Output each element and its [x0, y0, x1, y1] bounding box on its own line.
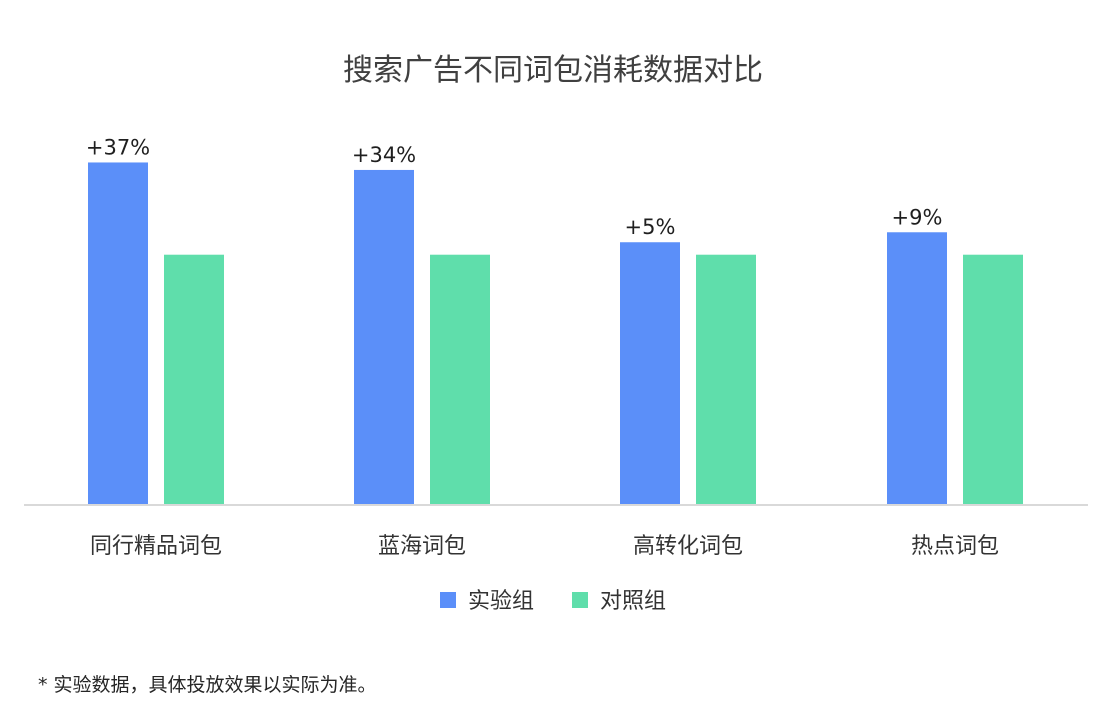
bars-group	[88, 162, 1023, 504]
category-labels-group: 同行精品词包 蓝海词包 高转化词包 热点词包	[90, 534, 999, 559]
bar-experiment-4	[887, 232, 947, 504]
chart-title: 搜索广告不同词包消耗数据对比	[343, 53, 763, 88]
bar-experiment-3	[620, 242, 680, 504]
bar-control-4	[963, 254, 1023, 504]
bar-control-1	[164, 254, 224, 504]
legend: 实验组 对照组	[440, 589, 666, 614]
bar-data-label-3: +5%	[625, 215, 676, 239]
bar-experiment-1	[88, 162, 148, 504]
bar-data-label-2: +34%	[352, 143, 416, 167]
legend-label-2: 对照组	[600, 589, 666, 614]
bar-experiment-2	[354, 169, 414, 504]
legend-label-1: 实验组	[468, 589, 534, 614]
legend-swatch-2	[572, 592, 588, 608]
legend-swatch-1	[440, 592, 456, 608]
bar-control-2	[430, 254, 490, 504]
bar-data-label-4: +9%	[892, 205, 943, 229]
footnote: * 实验数据，具体投放效果以实际为准。	[38, 674, 377, 696]
category-label-1: 同行精品词包	[90, 534, 222, 559]
bar-control-3	[696, 254, 756, 504]
bar-data-label-1: +37%	[86, 135, 150, 159]
category-label-4: 热点词包	[911, 534, 999, 559]
category-label-2: 蓝海词包	[378, 534, 466, 559]
bar-labels-group: +37% +34% +5% +9%	[86, 135, 943, 239]
category-label-3: 高转化词包	[633, 534, 743, 559]
